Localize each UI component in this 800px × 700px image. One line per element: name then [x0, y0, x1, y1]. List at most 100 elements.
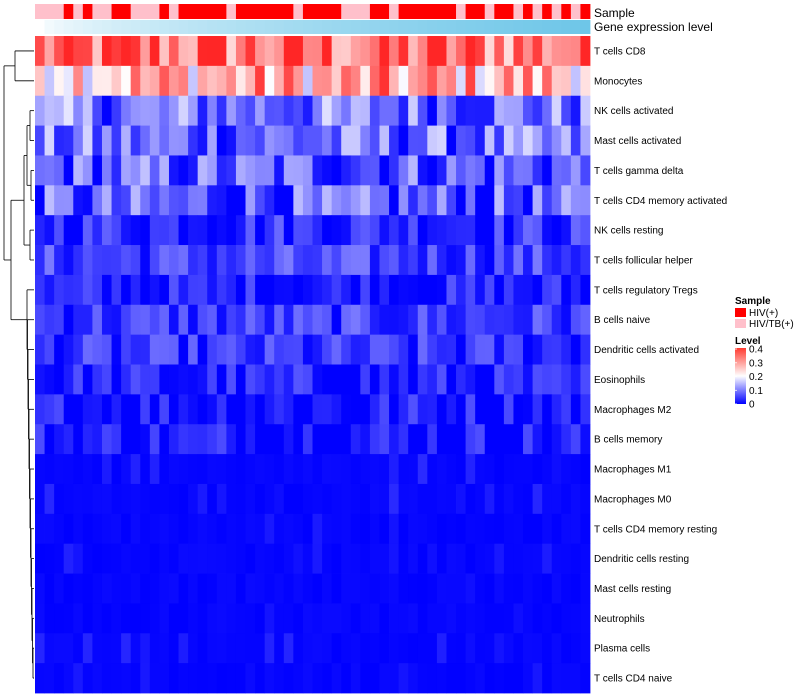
heatmap-cell [322, 543, 333, 574]
heatmap-cell [456, 364, 466, 395]
heatmap-cell [398, 543, 409, 574]
legend: Sample HIV(+) HIV/TB(+) Level 0.40.30.20… [735, 296, 794, 411]
heatmap-cell [140, 543, 151, 574]
heatmap-cell [322, 454, 333, 485]
heatmap-cell [456, 663, 466, 694]
heatmap-cell [360, 125, 371, 156]
heatmap-cell [101, 274, 112, 306]
legend-label-hivtb: HIV/TB(+) [749, 319, 794, 330]
heatmap-cell [82, 334, 93, 365]
heatmap-cell [389, 603, 400, 634]
level-annotation-cell [216, 20, 227, 34]
level-annotation-cell [92, 20, 103, 34]
heatmap-cell [197, 633, 208, 664]
heatmap-cell [312, 95, 323, 126]
sample-annotation-cell [140, 4, 151, 19]
heatmap-cell [73, 573, 84, 604]
heatmap-cell [494, 215, 505, 246]
heatmap-cell [226, 65, 237, 97]
heatmap-cell [580, 633, 591, 664]
heatmap-cell [446, 95, 457, 126]
heatmap-cell [178, 155, 189, 186]
sample-annotation-cell [398, 4, 409, 19]
heatmap-cell [35, 454, 45, 485]
heatmap-cell [475, 543, 486, 574]
heatmap-cell [580, 364, 591, 395]
heatmap-cell [54, 454, 65, 485]
heatmap-cell [513, 483, 524, 515]
heatmap-cell [369, 274, 380, 306]
heatmap-cell [111, 454, 122, 485]
heatmap-cell [312, 334, 323, 365]
heatmap-cell [255, 215, 266, 246]
heatmap-cell [436, 454, 447, 485]
heatmap-cell [216, 304, 227, 336]
heatmap-cell [302, 185, 313, 216]
heatmap-cell [130, 454, 141, 485]
heatmap-cell [111, 185, 122, 216]
heatmap-cell [379, 424, 390, 455]
heatmap-cell [503, 36, 514, 67]
heatmap-cell [140, 155, 151, 186]
heatmap-cell [63, 603, 74, 634]
heatmap-cell [73, 245, 84, 276]
heatmap-cell [245, 36, 256, 67]
heatmap-cell [446, 245, 457, 276]
heatmap-cell [369, 483, 380, 515]
heatmap-cell [140, 334, 151, 365]
heatmap-cell [503, 394, 514, 425]
heatmap-cell [542, 543, 553, 574]
heatmap-cell [446, 185, 457, 216]
heatmap-cell [494, 274, 505, 306]
heatmap-cell [188, 513, 199, 545]
heatmap-cell [417, 424, 428, 455]
heatmap-cell [436, 483, 447, 515]
heatmap-cell [130, 36, 141, 67]
heatmap-cell [302, 36, 313, 67]
heatmap-cell [226, 95, 237, 126]
heatmap-cell [312, 185, 323, 216]
heatmap-cell [178, 36, 189, 67]
heatmap-cell [216, 454, 227, 485]
heatmap-cell [513, 245, 524, 276]
level-annotation-cell [207, 20, 218, 34]
sample-annotation-cell [446, 4, 457, 19]
heatmap-cell [235, 513, 246, 545]
heatmap-cell [398, 454, 409, 485]
heatmap-cell [551, 543, 562, 574]
heatmap-cell [532, 245, 543, 276]
heatmap-cell [293, 334, 304, 365]
heatmap-cell [302, 334, 313, 365]
heatmap-cell [408, 394, 419, 425]
heatmap-cell [322, 573, 333, 604]
heatmap-cell [188, 633, 199, 664]
heatmap-cell [580, 334, 591, 365]
heatmap-cell [484, 36, 495, 67]
heatmap-cell [111, 573, 122, 604]
heatmap-cell [408, 215, 419, 246]
level-annotation-cell [513, 20, 524, 34]
heatmap-cell [63, 274, 74, 306]
heatmap-cell [350, 334, 361, 365]
heatmap-cell [168, 155, 179, 186]
level-annotation-cell [465, 20, 476, 34]
heatmap-cell [283, 304, 294, 336]
heatmap-cell [494, 245, 505, 276]
heatmap-cell [274, 394, 285, 425]
heatmap-cell [360, 65, 371, 97]
heatmap-cell [121, 364, 132, 395]
heatmap-cell [417, 36, 428, 67]
heatmap-cell [226, 36, 237, 67]
heatmap-cell [446, 155, 457, 186]
heatmap-cell [389, 364, 400, 395]
heatmap-cell [235, 125, 246, 156]
heatmap-cell [523, 364, 533, 395]
heatmap-cell [197, 663, 208, 694]
heatmap-cell [101, 573, 112, 604]
heatmap-cell [379, 483, 390, 515]
level-annotation-cell [245, 20, 256, 34]
heatmap-cell [494, 573, 505, 604]
heatmap-cell [283, 603, 294, 634]
heatmap-cell [235, 543, 246, 574]
sample-annotation-cell [379, 4, 390, 19]
